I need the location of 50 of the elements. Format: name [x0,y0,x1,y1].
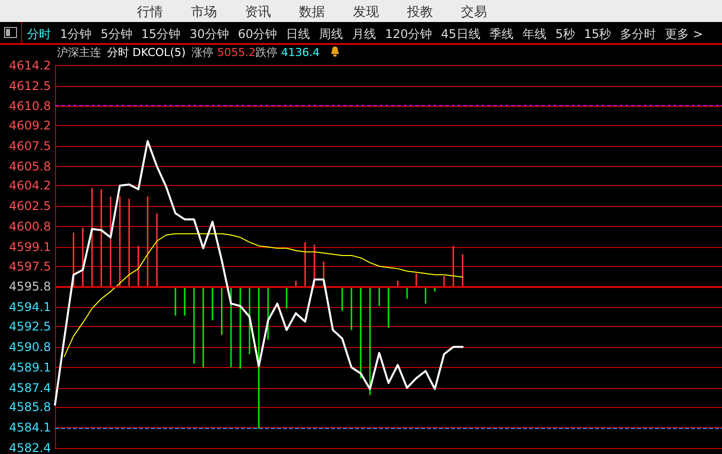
y-tick-label: 4594.1 [9,300,51,314]
y-tick-label: 4587.4 [9,380,51,395]
y-tick-label: 4584.1 [9,420,51,435]
text: 5秒 [555,26,575,43]
text: 日线 [286,26,310,43]
text: 交易 [461,4,487,21]
y-tick-label: 4597.5 [9,259,51,274]
text: 行情 [137,4,163,21]
text: 投教 [407,4,433,21]
text: 30分钟 [190,26,229,43]
y-tick-label: 4612.5 [9,78,51,93]
text: 资讯 [245,4,271,21]
text: 多分时 [620,26,656,43]
y-tick-label: 4610.8 [9,99,51,114]
text: 5分钟 [100,26,132,43]
text: 60分钟 [238,26,278,43]
y-tick-label: 4609.2 [9,118,51,132]
text: 月线 [352,26,376,43]
y-tick-label: 4600.8 [9,220,51,234]
text: 15分钟 [141,26,181,43]
text: 市场 [191,4,217,21]
text: 120分钟 [385,26,432,43]
y-tick-label: 4589.1 [9,360,51,374]
y-tick-label: 4605.8 [9,159,51,174]
y-tick-label: 4604.2 [9,178,51,193]
y-tick-label: 4599.1 [9,240,51,254]
text: 涨停 5055.2 [192,46,256,59]
text: 15秒 [584,26,612,43]
y-tick-label: 4595.8 [9,280,51,294]
text: 分时 [27,26,51,43]
y-tick-label: 4592.5 [9,319,51,334]
text: 更多 > [665,26,704,43]
y-tick-label: 4585.8 [9,400,51,414]
line-series [64,233,464,358]
text: 发现 [353,4,379,21]
y-tick-label: 4614.2 [9,58,51,72]
line-series [54,140,464,406]
y-tick-label: 4590.8 [9,340,51,354]
chart-subtitle: 分时 DKCOL(5) [107,46,186,59]
text: 45日线 [441,26,480,43]
text: 周线 [319,26,344,43]
y-tick-label: 4607.5 [9,138,51,153]
text: 季线 [489,26,514,43]
y-tick-label: 4582.4 [9,441,51,454]
text: 年线 [522,26,546,43]
text: 跌停 4136.4 [256,46,320,59]
chart-title: 沪深主连 [57,46,101,59]
text: 数据 [299,4,325,21]
y-tick-label: 4602.5 [9,199,51,214]
text: 1分钟 [60,26,92,43]
